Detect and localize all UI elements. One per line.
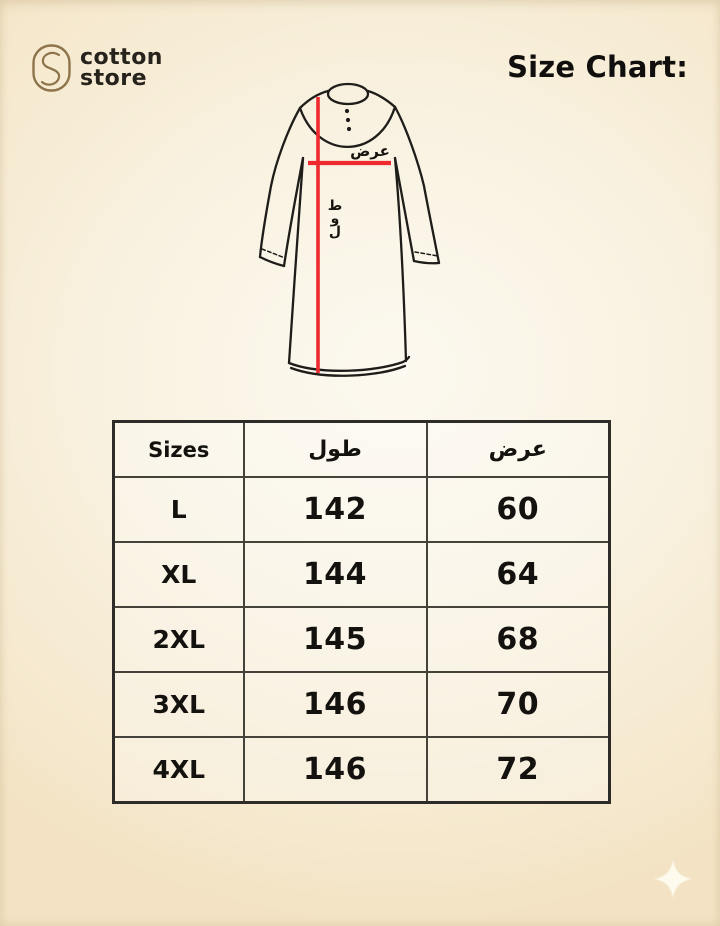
brand-name: cotton store bbox=[80, 45, 163, 91]
right-sleeve-outer bbox=[393, 105, 441, 265]
brand-name-line1: cotton bbox=[80, 45, 163, 70]
hem-lower-line bbox=[289, 364, 407, 377]
sparkle-icon bbox=[654, 860, 692, 898]
right-cuff-stitch bbox=[414, 251, 439, 257]
length-value: 145 bbox=[242, 606, 428, 673]
length-value: 142 bbox=[242, 476, 428, 543]
body-right-edge bbox=[393, 156, 408, 363]
width-value: 64 bbox=[425, 541, 611, 608]
svg-text:ل: ل bbox=[329, 224, 341, 240]
length-value: 146 bbox=[242, 736, 428, 804]
table-row: L 142 60 bbox=[112, 476, 611, 543]
left-cuff-edge bbox=[258, 255, 286, 268]
page-title: Size Chart: bbox=[507, 50, 688, 84]
width-value: 70 bbox=[425, 671, 611, 738]
body-left-edge bbox=[287, 156, 305, 365]
length-value: 146 bbox=[242, 671, 428, 738]
svg-text:ط: ط bbox=[328, 198, 343, 214]
header-length: طول bbox=[242, 420, 428, 478]
right-sleeve-inner bbox=[393, 156, 416, 263]
brand-logo: cotton store bbox=[30, 42, 163, 94]
left-sleeve-outer bbox=[258, 106, 302, 259]
table-row: XL 144 64 bbox=[112, 541, 611, 608]
size-value: 2XL bbox=[112, 606, 245, 673]
cotton-store-monogram-icon bbox=[32, 44, 71, 92]
brand-name-line2: store bbox=[80, 66, 147, 91]
size-value: 3XL bbox=[112, 671, 245, 738]
collar-left-edge bbox=[298, 89, 330, 110]
collar-right-edge bbox=[366, 89, 397, 109]
table-row: 2XL 145 68 bbox=[112, 606, 611, 673]
header-width: عرض bbox=[425, 420, 611, 478]
length-label: ط و ل bbox=[328, 198, 343, 240]
hem-upper-line bbox=[287, 355, 411, 372]
size-value: XL bbox=[112, 541, 245, 608]
left-sleeve-inner bbox=[282, 156, 305, 268]
right-cuff-edge bbox=[412, 259, 441, 265]
length-value: 144 bbox=[242, 541, 428, 608]
header-sizes: Sizes bbox=[112, 420, 245, 478]
width-label: عرض bbox=[350, 142, 390, 160]
svg-text:و: و bbox=[330, 211, 340, 227]
width-value: 60 bbox=[425, 476, 611, 543]
left-cuff-stitch bbox=[261, 248, 286, 259]
garment-diagram: عرض ط و ل bbox=[258, 82, 441, 377]
placket-buttons bbox=[344, 108, 352, 132]
table-row: 3XL 146 70 bbox=[112, 671, 611, 738]
size-value: L bbox=[112, 476, 245, 543]
width-value: 68 bbox=[425, 606, 611, 673]
width-value: 72 bbox=[425, 736, 611, 804]
collar-bottom-curve bbox=[298, 105, 397, 149]
neck-opening bbox=[326, 82, 370, 106]
size-chart-table: Sizes طول عرض L 142 60 XL 144 64 2XL 145… bbox=[112, 420, 611, 804]
size-value: 4XL bbox=[112, 736, 245, 804]
table-row: 4XL 146 72 bbox=[112, 736, 611, 804]
table-header-row: Sizes طول عرض bbox=[112, 420, 611, 478]
